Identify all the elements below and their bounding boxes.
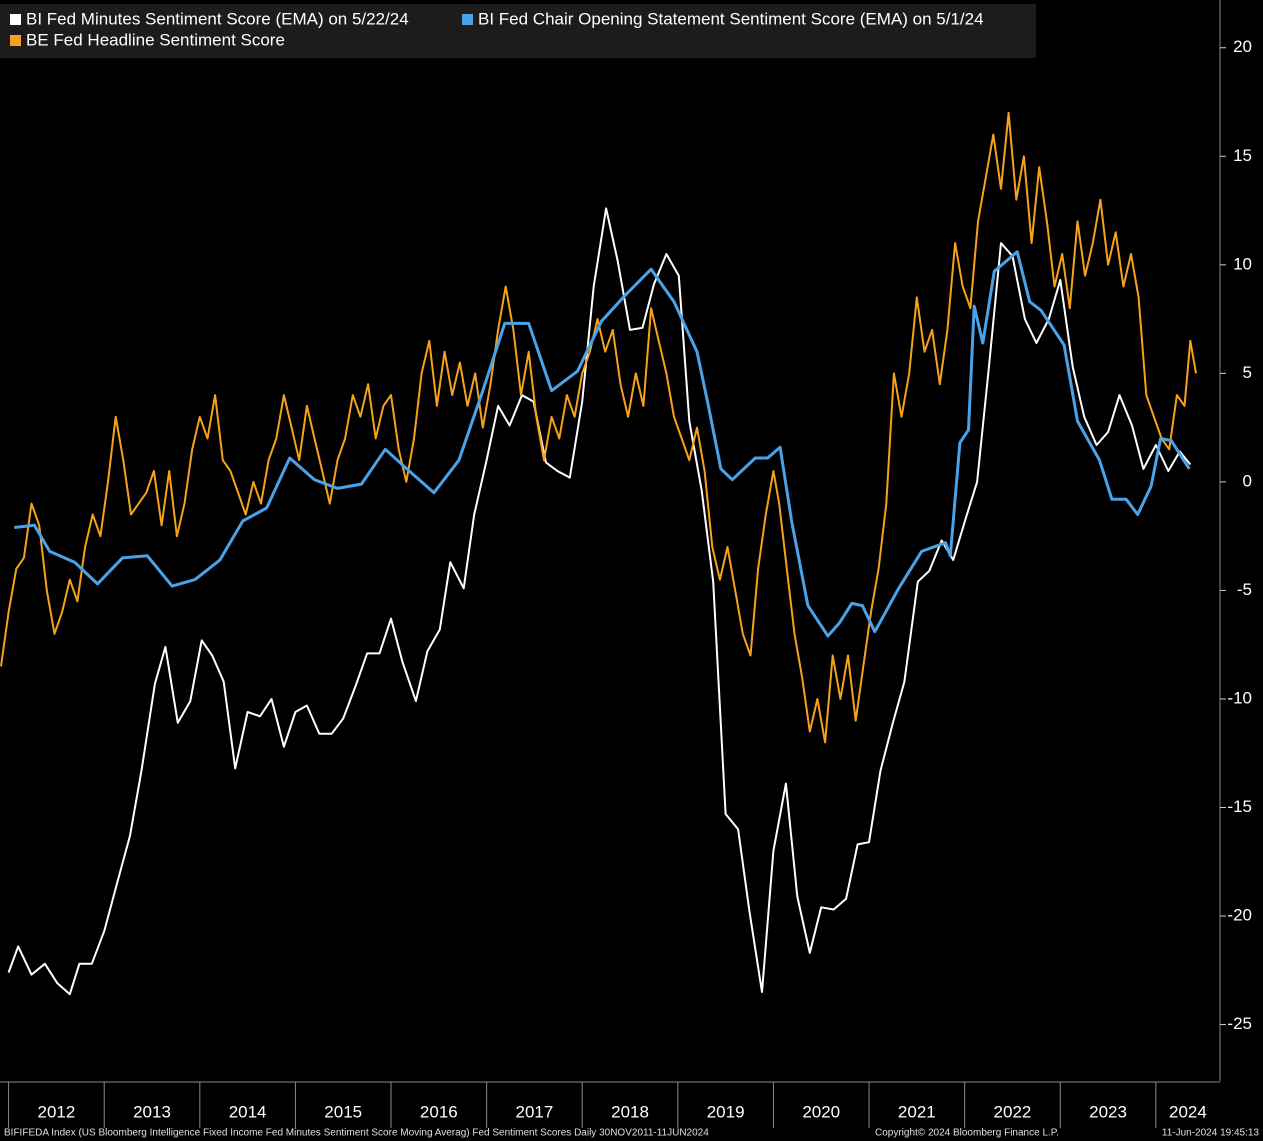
x-tick-label: 2013 [133,1102,171,1121]
x-tick-label: 2021 [898,1102,936,1121]
x-tick-label: 2012 [37,1102,75,1121]
x-tick-label: 2017 [516,1102,554,1121]
legend-label: BI Fed Minutes Sentiment Score (EMA) on … [26,9,409,28]
x-tick-label: 2022 [994,1102,1032,1121]
y-tick-label: -15 [1227,797,1252,816]
y-tick-label: 0 [1243,471,1252,490]
x-tick-label: 2015 [324,1102,362,1121]
y-tick-label: 10 [1233,254,1252,273]
legend-box [0,4,1036,58]
y-tick-label: 5 [1243,363,1252,382]
y-tick-label: -20 [1227,906,1252,925]
x-tick-label: 2023 [1089,1102,1127,1121]
x-tick-label: 2014 [229,1102,267,1121]
series-line [0,111,1197,744]
series-line [14,250,1191,638]
y-tick-label: -10 [1227,688,1252,707]
timestamp: 11-Jun-2024 19:45:13 [1162,1128,1260,1139]
legend-swatch [462,14,473,25]
legend-swatch [10,14,21,25]
x-tick-label: 2024 [1169,1102,1207,1121]
x-tick-label: 2020 [802,1102,840,1121]
copyright: Copyright© 2024 Bloomberg Finance L.P. [875,1128,1059,1139]
y-tick-label: -5 [1237,580,1252,599]
legend-label: BE Fed Headline Sentiment Score [26,30,285,49]
x-tick-label: 2016 [420,1102,458,1121]
y-tick-label: 15 [1233,146,1252,165]
series-line [7,207,1192,996]
legend-swatch [10,35,21,46]
x-tick-label: 2019 [707,1102,745,1121]
x-tick-label: 2018 [611,1102,649,1121]
source-note: BIFIFEDA Index (US Bloomberg Intelligenc… [4,1128,709,1139]
y-tick-label: -25 [1227,1014,1252,1033]
legend-label: BI Fed Chair Opening Statement Sentiment… [478,9,984,28]
y-tick-label: 20 [1233,37,1252,56]
